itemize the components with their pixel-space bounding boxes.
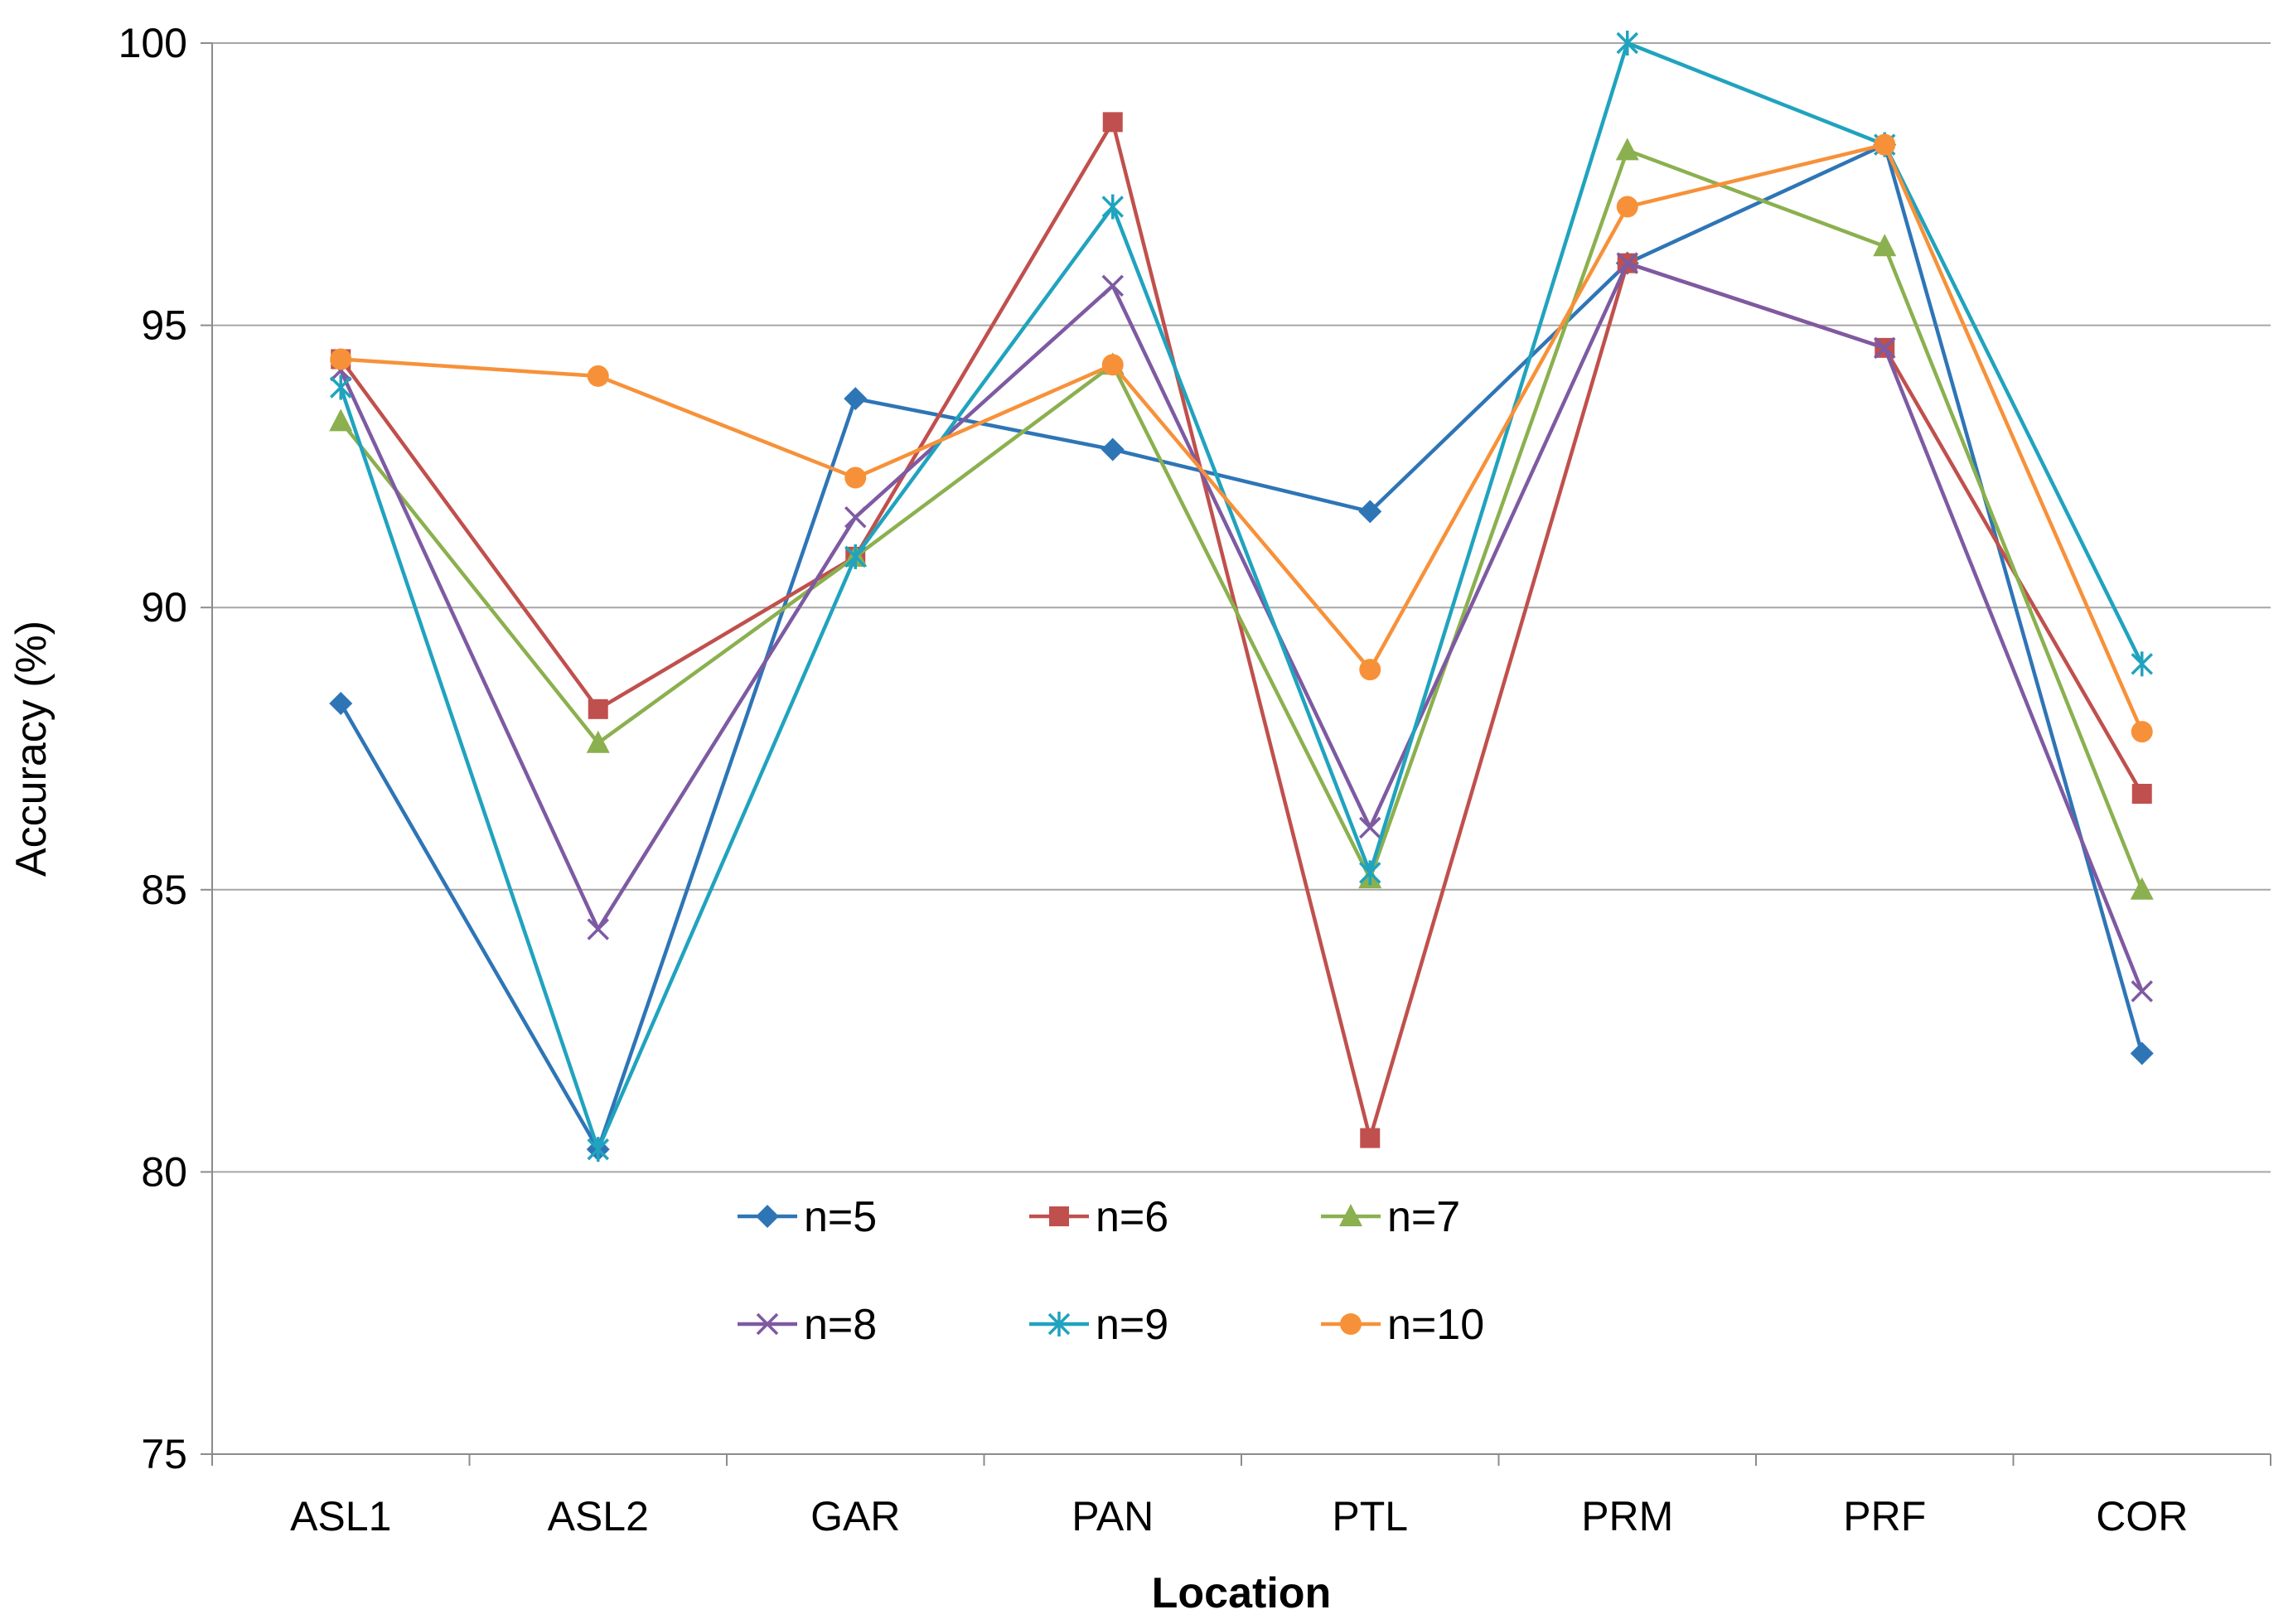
series-line-n-8 — [339, 261, 2144, 993]
y-axis-title: Accuracy (%) — [7, 621, 56, 877]
series-n-6 — [331, 112, 2152, 1148]
x-axis-title: Location — [1152, 1569, 1332, 1617]
x-tick-label: PRM — [1581, 1493, 1673, 1539]
data-point-n-7 — [1873, 234, 1897, 257]
data-point-n-8 — [1874, 336, 1896, 360]
x-tick-label: ASL1 — [290, 1493, 391, 1539]
series-line-n-7 — [339, 148, 2144, 891]
axes — [201, 42, 2271, 1466]
data-point-n-10 — [330, 348, 352, 370]
data-point-n-10 — [1874, 133, 1896, 156]
gridlines — [212, 42, 2271, 1173]
data-point-n-7 — [1615, 138, 1639, 161]
data-point-n-10 — [1359, 659, 1381, 681]
data-point-n-6 — [588, 698, 608, 719]
legend-swatch-marker — [1049, 1206, 1069, 1226]
legend-item-n-7: n=7 — [1321, 1193, 1460, 1241]
data-point-n-8 — [1359, 816, 1381, 839]
data-point-n-5 — [844, 387, 868, 411]
data-point-n-10 — [1616, 196, 1638, 218]
data-point-n-9 — [1616, 31, 1638, 56]
series-line-n-9 — [339, 41, 2144, 1152]
data-point-n-6 — [1102, 112, 1123, 133]
x-tick-label: PAN — [1072, 1493, 1154, 1539]
legend-label: n=10 — [1387, 1301, 1484, 1349]
data-point-n-7 — [586, 730, 610, 753]
y-tick-label: 95 — [141, 302, 187, 349]
data-point-n-10 — [844, 466, 867, 489]
data-point-n-9 — [1359, 860, 1381, 886]
y-tick-label: 90 — [141, 584, 187, 631]
legend-swatch-marker — [1339, 1204, 1362, 1226]
legend-label: n=5 — [804, 1193, 877, 1241]
legend-item-n-10: n=10 — [1321, 1301, 1484, 1349]
data-point-n-8 — [2131, 980, 2153, 1003]
x-tick-label: PRF — [1843, 1493, 1926, 1539]
data-point-n-8 — [1616, 252, 1638, 274]
legend-label: n=6 — [1096, 1193, 1168, 1241]
x-tick-label: ASL2 — [548, 1493, 649, 1539]
data-point-n-9 — [2131, 651, 2153, 677]
data-point-n-7 — [2130, 877, 2154, 900]
data-point-n-9 — [587, 1137, 609, 1162]
series-lines — [329, 31, 2154, 1162]
data-point-n-9 — [1101, 194, 1124, 220]
x-tick-label: COR — [2096, 1493, 2188, 1539]
data-point-n-9 — [330, 375, 352, 400]
legend-label: n=7 — [1387, 1193, 1460, 1241]
data-point-n-7 — [329, 408, 353, 432]
data-point-n-8 — [1101, 274, 1124, 297]
legend-item-n-6: n=6 — [1029, 1193, 1168, 1241]
legend-item-n-8: n=8 — [738, 1301, 877, 1349]
tick-labels: 75 80 85 90 95 100 ASL1 ASL2 GAR PAN PTL PRM PRF COR — [119, 20, 2189, 1539]
legend-item-n-9: n=9 — [1029, 1301, 1168, 1349]
legend-swatch-marker — [756, 1312, 779, 1336]
series-n-9 — [330, 31, 2153, 1162]
series-line-n-5 — [339, 143, 2144, 1152]
legend-label: n=8 — [804, 1301, 877, 1349]
data-point-n-6 — [2131, 783, 2152, 804]
data-point-n-9 — [844, 544, 867, 569]
y-tick-label: 80 — [141, 1148, 187, 1195]
legend-swatch-marker — [1047, 1312, 1071, 1336]
data-point-n-10 — [1101, 354, 1124, 376]
data-point-n-5 — [329, 692, 353, 716]
series-n-8 — [330, 252, 2153, 1003]
data-point-n-6 — [1360, 1128, 1381, 1148]
data-point-n-8 — [587, 918, 609, 940]
y-tick-label: 75 — [141, 1431, 187, 1477]
legend-label: n=9 — [1096, 1301, 1168, 1349]
x-tick-label: GAR — [810, 1493, 900, 1539]
data-point-n-10 — [587, 365, 609, 387]
data-point-n-5 — [1358, 500, 1382, 524]
data-point-n-5 — [1101, 437, 1125, 462]
series-line-n-10 — [341, 143, 2144, 732]
y-tick-label: 85 — [141, 867, 187, 913]
legend-item-n-5: n=5 — [738, 1193, 877, 1241]
legend-swatch-marker — [1340, 1313, 1362, 1335]
legend-swatch-marker — [756, 1205, 779, 1228]
series-n-5 — [329, 133, 2154, 1162]
data-point-n-10 — [2131, 721, 2153, 743]
legend: n=5 n=6 n=7 n=8 n=9 n=10 — [738, 1193, 1484, 1349]
data-point-n-5 — [2130, 1042, 2154, 1066]
y-tick-label: 100 — [119, 20, 187, 66]
series-line-n-6 — [339, 120, 2144, 1140]
series-n-10 — [330, 133, 2153, 743]
data-point-n-8 — [844, 505, 867, 529]
x-tick-label: PTL — [1332, 1493, 1408, 1539]
